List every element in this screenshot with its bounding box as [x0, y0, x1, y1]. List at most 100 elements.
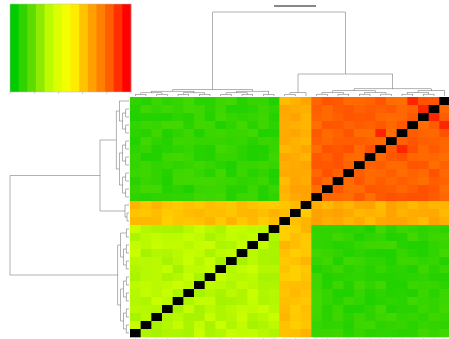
heatmap-cell [204, 249, 216, 258]
heatmap-cell [183, 97, 195, 106]
heatmap-cell [343, 161, 355, 170]
heatmap-cell [439, 185, 449, 194]
heatmap-cell [183, 185, 195, 194]
heatmap-cell [215, 161, 227, 170]
heatmap-cell [375, 249, 387, 258]
heatmap-cell [364, 281, 376, 290]
heatmap-cell [258, 225, 269, 234]
heatmap-cell [290, 321, 301, 330]
heatmap-cell [300, 193, 312, 202]
heatmap-cell [194, 313, 205, 322]
heatmap-cell [172, 257, 184, 266]
heatmap-cell [140, 169, 152, 178]
heatmap-cell [215, 257, 227, 266]
dendrogram-link [122, 112, 126, 130]
heatmap-cell [332, 209, 344, 218]
heatmap-cell [386, 241, 397, 250]
heatmap-cell [236, 249, 248, 258]
heatmap-cell [428, 265, 440, 274]
heatmap-cell [354, 121, 365, 130]
heatmap-cell [407, 305, 419, 314]
heatmap-cell [364, 217, 376, 226]
heatmap-cell [258, 201, 269, 210]
heatmap-cell [162, 265, 173, 274]
heatmap-cell [162, 329, 173, 338]
heatmap-cell [343, 225, 355, 234]
heatmap-cell [130, 105, 141, 114]
heatmap-cell [386, 153, 397, 162]
heatmap-cell [140, 137, 152, 146]
heatmap-cell [364, 297, 376, 306]
heatmap-cell [300, 257, 312, 266]
heatmap-cell [162, 113, 173, 122]
heatmap-cell [396, 313, 408, 322]
heatmap-cell [290, 201, 301, 210]
heatmap-cell [130, 161, 141, 170]
heatmap-cell [300, 209, 312, 218]
heatmap-cell [364, 121, 376, 130]
heatmap-cell [204, 273, 216, 282]
heatmap-cell [268, 265, 280, 274]
heatmap-cell [428, 297, 440, 306]
color-key-band [10, 4, 20, 92]
heatmap-cell [343, 329, 355, 338]
heatmap-cell [226, 297, 237, 306]
heatmap-cell [375, 265, 387, 274]
heatmap-cell [130, 97, 141, 106]
heatmap-cell [311, 265, 323, 274]
heatmap-cell [418, 321, 429, 330]
heatmap-cell [172, 305, 184, 314]
heatmap-cell [439, 289, 449, 298]
heatmap-cell [279, 153, 291, 162]
heatmap-cell [162, 289, 173, 298]
heatmap-cell [226, 329, 237, 338]
heatmap-cell [162, 129, 173, 138]
heatmap-cell [407, 257, 419, 266]
heatmap-cell [140, 257, 152, 266]
heatmap-cell [172, 273, 184, 282]
heatmap-cell [140, 153, 152, 162]
heatmap-cell [194, 305, 205, 314]
heatmap-cell [226, 193, 237, 202]
heatmap-cell [311, 145, 323, 154]
heatmap-cell [428, 137, 440, 146]
heatmap-cell [407, 321, 419, 330]
heatmap-cell [268, 289, 280, 298]
heatmap-cell [183, 121, 195, 130]
heatmap-cell [204, 233, 216, 242]
heatmap-cell [258, 105, 269, 114]
heatmap-cell [236, 321, 248, 330]
heatmap-cell [172, 201, 184, 210]
heatmap-cell [439, 97, 449, 106]
heatmap-cell [172, 105, 184, 114]
heatmap-cell [396, 153, 408, 162]
heatmap-cell [140, 97, 152, 106]
heatmap-cell [343, 129, 355, 138]
heatmap-cell [386, 201, 397, 210]
heatmap-cell [268, 273, 280, 282]
heatmap-cell [236, 297, 248, 306]
heatmap-cell [279, 265, 291, 274]
heatmap-cell [204, 265, 216, 274]
heatmap-cell [247, 305, 259, 314]
heatmap-cell [162, 105, 173, 114]
heatmap-cell [343, 177, 355, 186]
heatmap-cell [396, 97, 408, 106]
heatmap-cell [322, 257, 333, 266]
dendrogram-link [407, 92, 429, 95]
heatmap-cell [396, 265, 408, 274]
heatmap-cell [332, 153, 344, 162]
heatmap-cell [428, 193, 440, 202]
heatmap-cell [247, 105, 259, 114]
heatmap-cell [407, 121, 419, 130]
heatmap-cell [236, 225, 248, 234]
heatmap-cell [407, 137, 419, 146]
color-key-band [53, 4, 63, 92]
heatmap-cell [226, 145, 237, 154]
heatmap-cell [354, 265, 365, 274]
heatmap-cell [172, 281, 184, 290]
heatmap-cell [215, 113, 227, 122]
heatmap-cell [311, 105, 323, 114]
heatmap-cell [268, 241, 280, 250]
heatmap-cell [247, 209, 259, 218]
